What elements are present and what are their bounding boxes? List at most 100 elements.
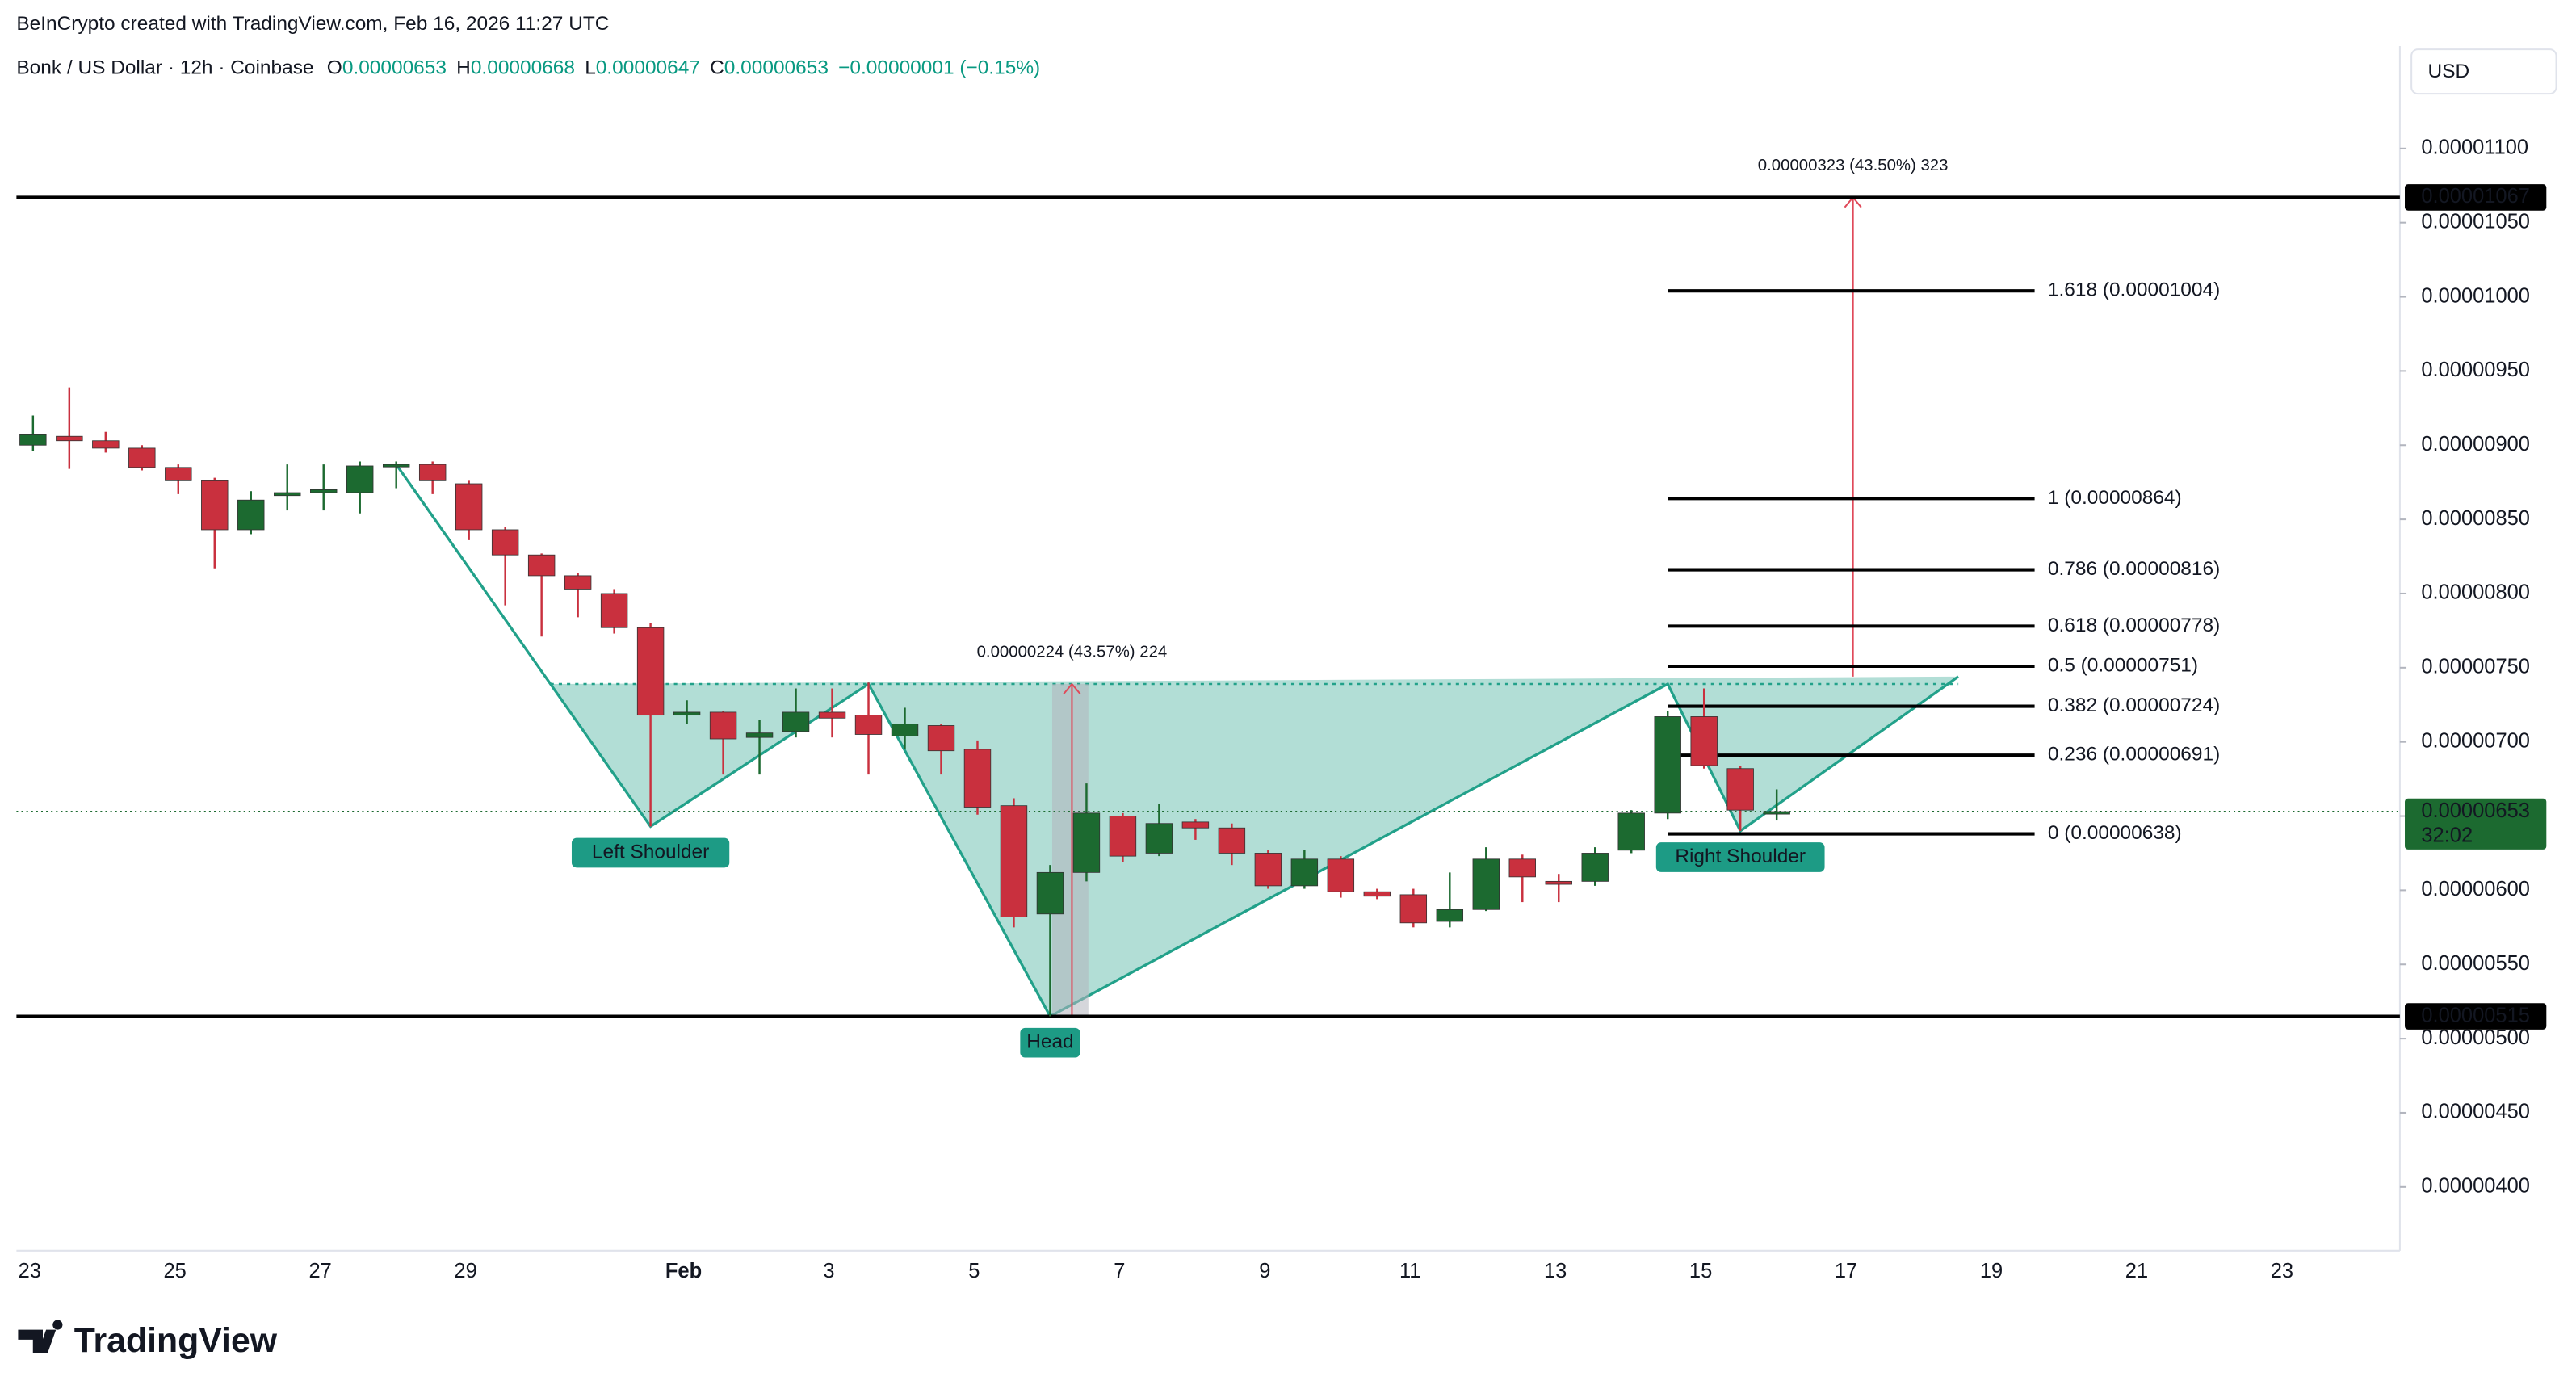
candle-body [1290, 858, 1319, 887]
candle-body [165, 467, 192, 481]
fib-label: 1.618 (0.00001004) [2048, 279, 2220, 301]
y-tick-label: 0.00000850 [2421, 507, 2530, 530]
pattern-label-box [1020, 1027, 1080, 1058]
x-tick-label: 17 [1835, 1260, 1857, 1282]
pattern-label-box [571, 837, 730, 868]
x-tick-label: 25 [164, 1260, 187, 1282]
legend: Bonk / US Dollar · 12h · Coinbase O0.0000… [16, 57, 1040, 79]
currency[interactable]: USD [2428, 61, 2470, 82]
price-tag [2405, 798, 2547, 850]
candle-body [1726, 768, 1754, 811]
candle-body [455, 483, 483, 531]
legend-value: 0.00000653 [342, 57, 447, 79]
candle-body [1327, 858, 1355, 892]
x-tick-label: 13 [1544, 1260, 1567, 1282]
y-tick-label: 0.00000950 [2421, 359, 2530, 381]
x-tick-label: 23 [2271, 1260, 2293, 1282]
candle-body [600, 593, 628, 628]
price-tag-label: 0.00001067 [2421, 185, 2530, 208]
candle-body [382, 464, 410, 468]
pattern-label: Right Shoulder [1675, 846, 1806, 867]
candle-body [201, 480, 229, 531]
pattern-label-box [1655, 842, 1825, 872]
candle-body [1617, 812, 1645, 851]
candle-body [1508, 858, 1536, 878]
pattern-fill [550, 676, 1959, 1017]
candle-body [963, 749, 992, 808]
pattern-label: Left Shoulder [592, 841, 709, 862]
candle-body [745, 732, 774, 738]
legend-value: 0.00000668 [471, 57, 575, 79]
y-tick-label: 0.00000700 [2421, 729, 2530, 752]
legend-key: H [456, 57, 471, 79]
measure-label: 0.00000323 (43.50%) 323 [1758, 157, 1949, 174]
candle-body [818, 711, 846, 719]
fib-label: 0.5 (0.00000751) [2048, 654, 2198, 676]
price-tag [2405, 1003, 2547, 1030]
pattern-label: Head [1026, 1031, 1073, 1053]
fib-label: 1 (0.00000864) [2048, 487, 2182, 509]
y-tick-label: 0.00000600 [2421, 878, 2530, 900]
candle-body [927, 725, 955, 752]
y-tick-label: 0.00000750 [2421, 656, 2530, 678]
fib-label: 0 (0.00000638) [2048, 822, 2182, 844]
candle-body [564, 575, 592, 590]
fib-label: 0.382 (0.00000724) [2048, 694, 2220, 716]
candle-body [418, 464, 447, 481]
price-tag-label: 0.00000515 [2421, 1004, 2530, 1026]
candle-body [1763, 811, 1790, 815]
x-tick-label: 23 [19, 1260, 41, 1282]
x-tick-label: 11 [1399, 1260, 1420, 1282]
candle-body [709, 711, 737, 740]
candle-body [636, 627, 665, 716]
candle-body [1581, 853, 1609, 882]
price-tag [2405, 184, 2547, 211]
candle-body [274, 492, 301, 497]
x-tick-label: 3 [823, 1260, 834, 1282]
candle-body [782, 711, 810, 732]
price-tag-label: 0.00000653 [2421, 799, 2530, 822]
candle-body [56, 435, 83, 442]
y-tick-label: 0.00001000 [2421, 284, 2530, 307]
candle-body [1690, 716, 1718, 766]
candle-body [891, 724, 919, 736]
y-tick-label: 0.00000400 [2421, 1175, 2530, 1198]
candle-body [1654, 716, 1681, 814]
y-tick-label: 0.00001050 [2421, 210, 2530, 233]
candle-body [673, 711, 701, 716]
legend-key: O [327, 57, 342, 79]
y-tick-label: 0.00001100 [2421, 136, 2528, 159]
candle-body [1218, 827, 1246, 854]
y-tick-label: 0.00000450 [2421, 1101, 2530, 1123]
x-tick-label: Feb [665, 1260, 702, 1282]
x-tick-label: 7 [1114, 1260, 1125, 1282]
candle-body [1363, 891, 1391, 897]
candle-body [1181, 821, 1210, 829]
candle-body [1545, 880, 1572, 885]
candle-body [1145, 823, 1173, 854]
candle-body [1436, 909, 1464, 922]
candle-body [527, 554, 556, 577]
currency-box[interactable] [2410, 48, 2557, 95]
candle-body [346, 465, 374, 493]
y-tick-label: 0.00000500 [2421, 1026, 2530, 1049]
symbol: Bonk / US Dollar · 12h · Coinbase [16, 57, 313, 79]
candle-body [1254, 853, 1282, 887]
fib-label: 0.786 (0.00000816) [2048, 558, 2220, 580]
legend-key: C [710, 57, 724, 79]
legend-value: 0.00000653 [724, 57, 829, 79]
x-tick-label: 15 [1689, 1260, 1712, 1282]
candle-body [854, 715, 883, 735]
candle-body [1036, 871, 1064, 915]
candle-body [1000, 805, 1028, 917]
x-tick-label: 9 [1259, 1260, 1270, 1282]
candle-body [1072, 812, 1101, 873]
legend-key: L [585, 57, 596, 79]
candle-body [491, 529, 519, 556]
logo-text: TradingView [74, 1321, 278, 1360]
candle-body [1399, 894, 1428, 924]
x-tick-label: 27 [308, 1260, 331, 1282]
candle-body [237, 499, 265, 531]
